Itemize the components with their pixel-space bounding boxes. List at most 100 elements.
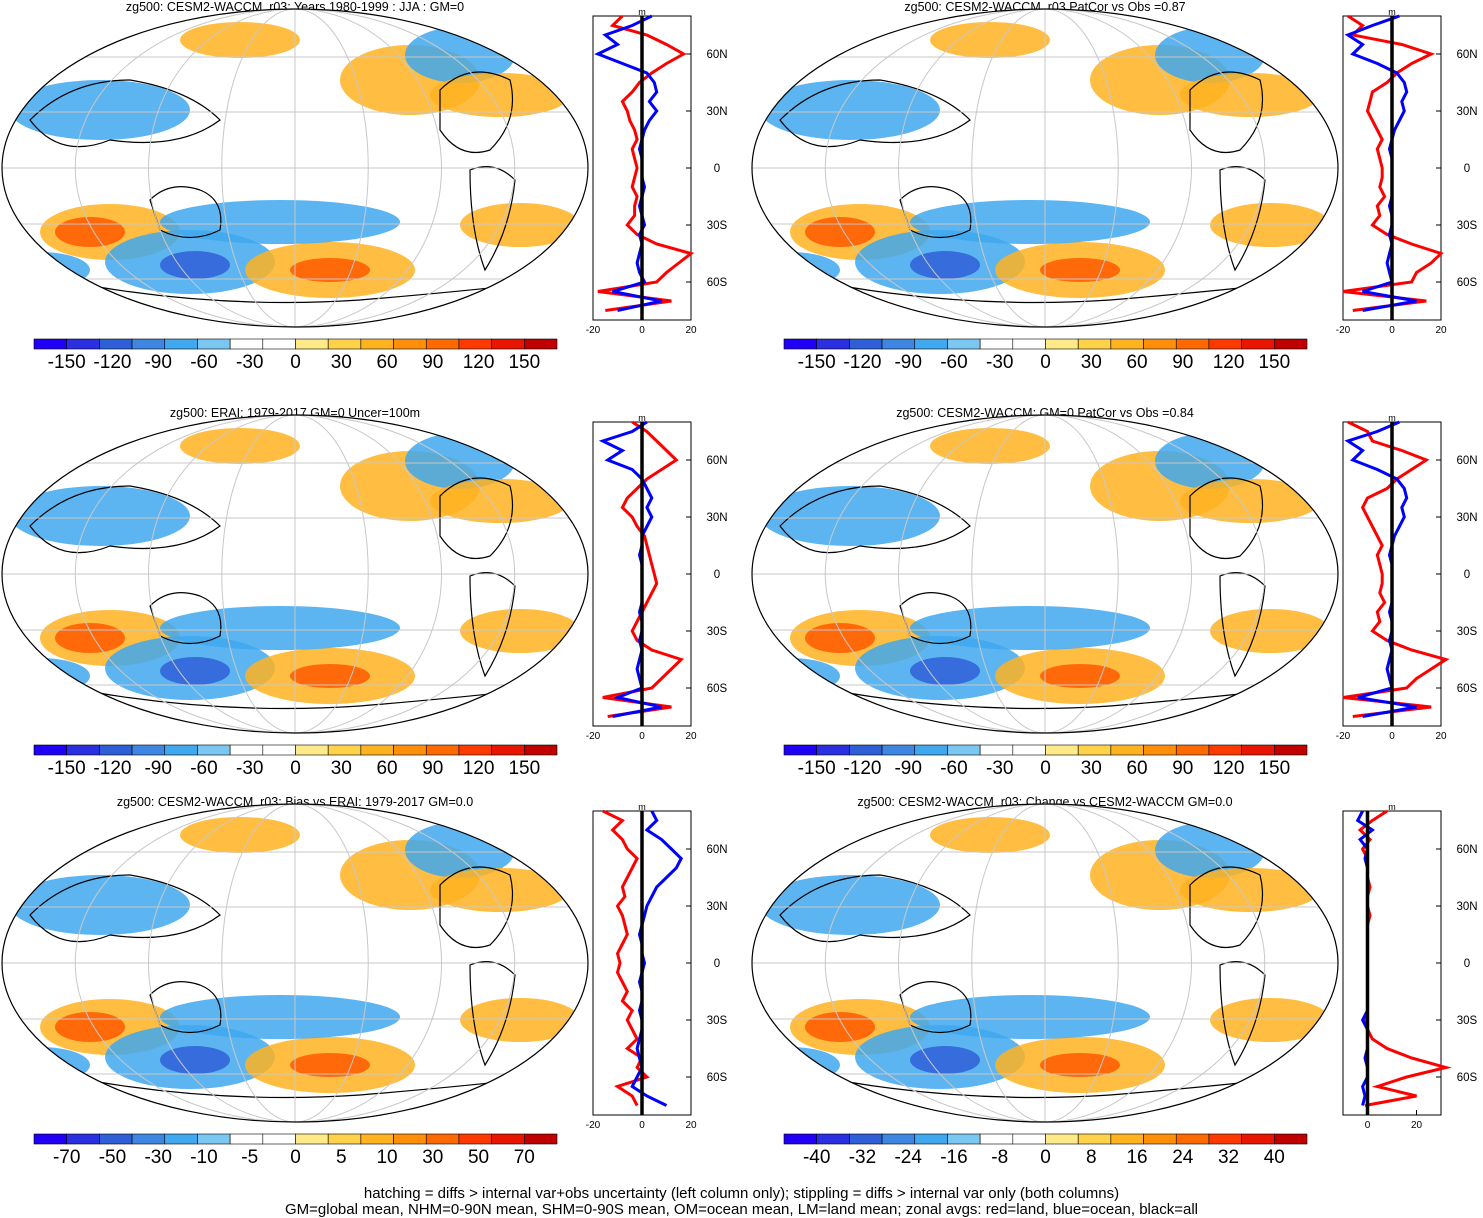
profile-units-label: m bbox=[638, 413, 646, 423]
colorbar-tick-label: -40 bbox=[803, 1147, 830, 1168]
colorbar-tick-label: 30 bbox=[422, 1147, 443, 1168]
profile-lat-label: 60N bbox=[1456, 844, 1477, 856]
anomaly-contour bbox=[55, 217, 125, 247]
colorbar-swatch bbox=[197, 338, 231, 350]
profile-lat-label: 60S bbox=[1457, 1072, 1478, 1084]
colorbar-swatch bbox=[425, 338, 460, 350]
anomaly-contour bbox=[460, 203, 580, 247]
colorbar-tick-label: 0 bbox=[1040, 1147, 1051, 1168]
profile-units-label: m bbox=[1388, 802, 1396, 812]
profile-lat-label: 30N bbox=[1456, 106, 1477, 118]
anomaly-contour bbox=[1180, 73, 1320, 117]
colorbar-swatch bbox=[947, 338, 981, 350]
colorbar-tick-label: 40 bbox=[1264, 1147, 1285, 1168]
colorbar-swatch bbox=[393, 744, 427, 756]
colorbar-swatch bbox=[66, 338, 100, 350]
panel-title: zg500: CESM2-WACCM: GM=0 PatCor vs Obs =… bbox=[896, 406, 1194, 420]
colorbar-swatch bbox=[1143, 338, 1177, 350]
profile-lat-label: 30S bbox=[1457, 1015, 1478, 1027]
profile-lat-label: 60S bbox=[707, 683, 728, 695]
colorbar-tick-label: -16 bbox=[940, 1147, 967, 1168]
colorbar-tick-label: 150 bbox=[508, 352, 540, 373]
colorbar-swatch bbox=[1110, 1133, 1144, 1145]
colorbar-swatch bbox=[783, 744, 817, 756]
colorbar-swatch bbox=[1077, 744, 1112, 756]
colorbar-swatch bbox=[947, 744, 981, 756]
profile-units-label: m bbox=[638, 7, 646, 17]
colorbar-swatch bbox=[66, 744, 100, 756]
coastline-north-america bbox=[1189, 71, 1264, 154]
profile-lat-label: 30N bbox=[1456, 901, 1477, 913]
anomaly-contour bbox=[930, 22, 1050, 58]
anomaly-contour bbox=[10, 486, 190, 546]
colorbar-swatch bbox=[99, 1133, 133, 1145]
anomaly-contour bbox=[160, 657, 230, 685]
colorbar: -150 -120 -90 -60 -30 0 30 60 90 120 150 bbox=[783, 338, 1308, 373]
colorbar-tick-label: -120 bbox=[93, 758, 131, 779]
anomaly-contour bbox=[910, 657, 980, 685]
coastline-north-america bbox=[1189, 866, 1264, 949]
anomaly-contour bbox=[805, 217, 875, 247]
footer-legend-note: hatching = diffs > internal var+obs unce… bbox=[363, 1185, 1120, 1202]
colorbar-tick-label: 60 bbox=[376, 758, 397, 779]
colorbar-tick-label: 30 bbox=[331, 352, 352, 373]
anomaly-contour bbox=[752, 658, 840, 694]
coastline-south-america bbox=[469, 572, 516, 678]
profile-units-label: m bbox=[1388, 7, 1396, 17]
zonal-profile: m 60N 30N 0 30S 60S -20 0 20 bbox=[586, 413, 728, 742]
colorbar-tick-label: -90 bbox=[144, 758, 171, 779]
colorbar-tick-label: 0 bbox=[1040, 758, 1051, 779]
profile-x-label: -20 bbox=[586, 1120, 601, 1131]
colorbar-swatch bbox=[425, 744, 460, 756]
colorbar-tick-label: -90 bbox=[144, 352, 171, 373]
profile-units-label: m bbox=[638, 802, 646, 812]
coastline-south-america bbox=[469, 166, 516, 272]
profile-lat-label: 0 bbox=[1464, 569, 1470, 581]
anomaly-contour bbox=[1040, 664, 1120, 688]
colorbar-swatch bbox=[327, 338, 362, 350]
anomaly-contour bbox=[760, 486, 940, 546]
anomaly-contour bbox=[180, 22, 300, 58]
colorbar-tick-label: -30 bbox=[236, 758, 263, 779]
anomaly-contour bbox=[160, 1046, 230, 1074]
colorbar-tick-label: -120 bbox=[93, 352, 131, 373]
colorbar-tick-label: -50 bbox=[99, 1147, 126, 1168]
colorbar-swatch bbox=[881, 338, 916, 350]
anomaly-contour bbox=[460, 998, 580, 1042]
colorbar-swatch bbox=[1175, 744, 1210, 756]
colorbar-swatch bbox=[360, 744, 394, 756]
profile-lat-label: 30S bbox=[707, 1015, 728, 1027]
profile-lat-label: 30N bbox=[706, 512, 727, 524]
anomaly-contour bbox=[10, 80, 190, 140]
anomaly-contour bbox=[1180, 479, 1320, 523]
profile-units-label: m bbox=[1388, 413, 1396, 423]
coastline-australia bbox=[149, 981, 222, 1034]
colorbar-swatch bbox=[1012, 744, 1046, 756]
colorbar-swatch bbox=[197, 1133, 231, 1145]
colorbar-swatch bbox=[849, 338, 883, 350]
colorbar-tick-label: -60 bbox=[190, 352, 217, 373]
colorbar-swatch bbox=[914, 1133, 948, 1145]
colorbar-swatch bbox=[816, 744, 850, 756]
zonal-profile: m 60N 30N 0 30S 60S -20 0 20 bbox=[586, 802, 728, 1131]
colorbar-tick-label: 30 bbox=[1081, 352, 1102, 373]
colorbar-tick-label: 120 bbox=[463, 758, 495, 779]
profile-x-label: 20 bbox=[685, 731, 697, 742]
profile-lat-label: 60S bbox=[1457, 277, 1478, 289]
anomaly-contour bbox=[180, 817, 300, 853]
graticule bbox=[752, 414, 1338, 734]
coastline-eurasia bbox=[29, 874, 221, 943]
colorbar-swatch bbox=[295, 744, 329, 756]
colorbar-tick-label: -120 bbox=[843, 758, 881, 779]
footer-abbreviations-note: GM=global mean, NHM=0-90N mean, SHM=0-90… bbox=[284, 1201, 1198, 1218]
profile-lat-label: 30S bbox=[707, 220, 728, 232]
colorbar-swatch bbox=[131, 1133, 166, 1145]
anomaly-contour bbox=[1210, 998, 1330, 1042]
profile-x-label: 20 bbox=[1411, 1120, 1423, 1131]
anomaly-contour bbox=[290, 1053, 370, 1077]
panel-title: zg500: CESM2-WACCM_r03: Years 1980-1999 … bbox=[126, 0, 464, 14]
colorbar-swatch bbox=[1045, 1133, 1079, 1145]
colorbar-tick-label: -30 bbox=[986, 758, 1013, 779]
colorbar-tick-label: 0 bbox=[290, 352, 301, 373]
